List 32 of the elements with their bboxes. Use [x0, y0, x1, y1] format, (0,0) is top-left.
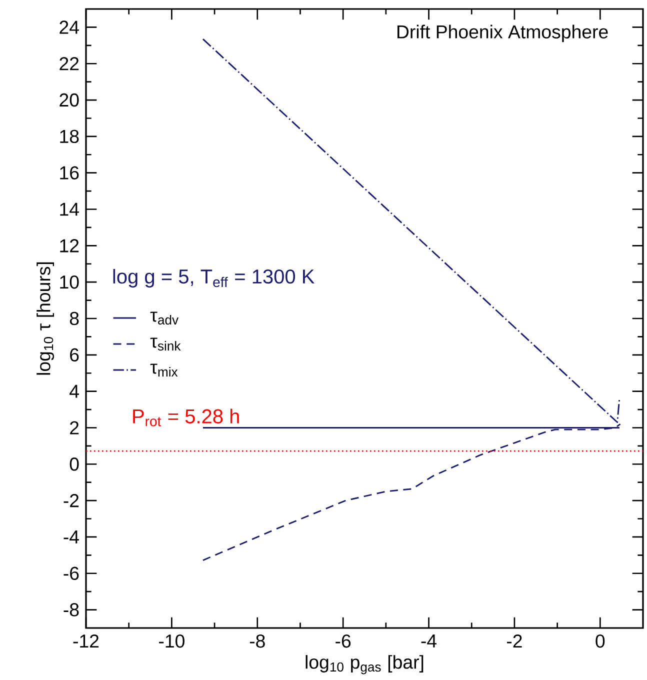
y-tick-label: 6 — [70, 348, 79, 362]
x-axis-title: log$_{10}$ p$_{gas}$ [bar] — [306, 655, 424, 674]
annotation: P$_{rot}$ = 5.28 h — [133, 408, 239, 426]
y-tick-label: -4 — [64, 530, 79, 544]
legend-label: τ$_{mix}$ — [150, 364, 178, 376]
x-tick-label: -4 — [421, 634, 437, 648]
y-tick-label: 22 — [60, 57, 79, 70]
x-tick-label: -2 — [507, 634, 522, 648]
y-tick-label: 12 — [60, 239, 79, 252]
y-tick-label: 20 — [60, 93, 79, 107]
y-tick-label: -8 — [64, 603, 79, 616]
legend-label: τ$_{adv}$ — [150, 312, 178, 325]
y-tick-label: 16 — [60, 166, 79, 180]
y-axis-title: log$_{10}$ τ [hours] — [36, 262, 54, 375]
y-tick-label: 18 — [60, 130, 79, 144]
y-tick-label: 10 — [60, 275, 79, 289]
y-tick-label: -2 — [64, 494, 79, 508]
x-tick-label: -8 — [250, 634, 265, 648]
y-tick-label: 24 — [60, 20, 79, 34]
annotation: log g = 5, T$_{eff}$ = 1300 K — [113, 268, 315, 288]
legend-label: τ$_{sink}$ — [150, 338, 181, 351]
y-tick-label: 0 — [70, 458, 79, 471]
x-tick-label: -6 — [336, 634, 351, 648]
x-tick-label: -10 — [159, 634, 184, 648]
x-tick-label: -12 — [73, 634, 99, 648]
text: Drift Phoenix Atmosphere — [398, 24, 608, 42]
y-tick-label: 4 — [70, 384, 79, 398]
y-tick-label: 2 — [70, 421, 79, 434]
x-tick-label: 0 — [596, 634, 605, 648]
y-tick-label: 14 — [60, 202, 79, 216]
y-tick-label: 8 — [70, 312, 79, 326]
y-tick-label: -6 — [64, 566, 79, 580]
